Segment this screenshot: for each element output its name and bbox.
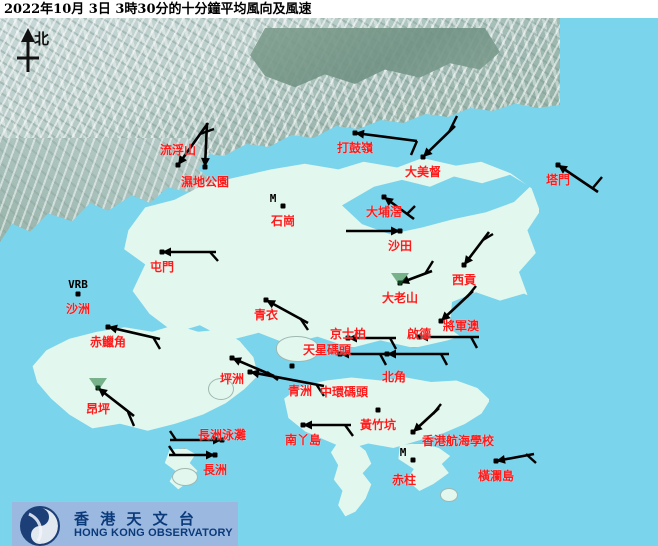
station-label: 大埔滘	[365, 205, 403, 219]
hong-kong-map: 北 打鼓嶺 流浮山濕地公園 M 石崗 大美督大埔滘沙田 塔門西貢 屯門 VRB 沙洲赤鱲角 青衣 大…	[0, 18, 658, 546]
peng-chau-landmass	[208, 378, 234, 400]
station-label: 橫瀾島	[477, 469, 515, 483]
station-label: 大老山	[381, 291, 419, 305]
page-title: 2022年10月 3日 3時30分的十分鐘平均風向及風速	[4, 2, 312, 17]
station-label: 流浮山	[159, 143, 197, 157]
tsing-yi-landmass	[276, 336, 320, 362]
station-dot	[212, 452, 218, 458]
station-dot	[345, 335, 351, 341]
station-label: 將軍澳	[442, 319, 480, 333]
station-dot	[280, 203, 286, 209]
station-label: 赤鱲角	[89, 335, 127, 349]
lamma-island-landmass	[330, 439, 372, 517]
missing-data-indicator: M	[269, 192, 277, 205]
station-label: 青洲	[287, 384, 313, 398]
hko-logo-zh: 香 港 天 文 台	[74, 510, 197, 529]
station-dot	[75, 291, 81, 297]
station-dot	[175, 162, 181, 168]
north-arrow-label: 北	[34, 30, 50, 48]
station-label: 大美督	[404, 165, 442, 179]
station-dot	[159, 249, 165, 255]
station-label: 沙田	[387, 239, 413, 253]
station-label: 昂坪	[85, 402, 111, 416]
hko-logo-icon	[20, 506, 60, 546]
station-label: 石崗	[270, 214, 296, 228]
station-label: 天星碼頭	[302, 343, 352, 357]
station-dot	[555, 162, 561, 168]
station-label: 赤柱	[391, 473, 417, 487]
gale-triangle-icon	[391, 273, 409, 286]
station-dot	[461, 262, 467, 268]
station-label: 打鼓嶺	[336, 141, 374, 155]
missing-data-indicator: M	[399, 446, 407, 459]
station-dot	[381, 194, 387, 200]
station-dot	[438, 318, 444, 324]
station-dot	[229, 355, 235, 361]
station-dot	[493, 458, 499, 464]
variable-wind-indicator: VRB	[68, 278, 88, 291]
station-dot	[420, 154, 426, 160]
station-label: 中環碼頭	[319, 385, 369, 399]
station-dot	[289, 363, 295, 369]
north-arrow: 北	[8, 26, 70, 74]
station-label: 濕地公園	[180, 175, 230, 189]
station-label: 南丫島	[284, 433, 322, 447]
station-dot	[397, 228, 403, 234]
small-island-b	[440, 488, 458, 502]
hko-logo-en: HONG KONG OBSERVATORY	[74, 527, 233, 540]
station-label: 北角	[381, 370, 407, 384]
station-dot	[384, 351, 390, 357]
station-dot	[410, 457, 416, 463]
station-label: 坪洲	[219, 372, 245, 386]
station-label: 屯門	[149, 260, 175, 274]
station-label: 長洲泳灘	[197, 428, 247, 442]
gale-triangle-icon	[89, 378, 107, 391]
station-label: 啟德	[406, 327, 432, 341]
station-dot	[337, 351, 343, 357]
station-label: 香港航海學校	[421, 434, 495, 448]
station-dot	[202, 164, 208, 170]
station-label: 黃竹坑	[359, 418, 397, 432]
station-label: 西貢	[451, 273, 477, 287]
station-dot	[416, 334, 422, 340]
station-label: 青衣	[253, 308, 279, 322]
station-dot	[410, 429, 416, 435]
station-dot	[105, 324, 111, 330]
station-dot	[247, 369, 253, 375]
small-island-a	[172, 468, 198, 486]
station-dot	[219, 437, 225, 443]
station-dot	[263, 297, 269, 303]
station-label: 塔門	[545, 173, 571, 187]
station-label: 長洲	[202, 463, 228, 477]
station-dot	[300, 422, 306, 428]
station-dot	[352, 130, 358, 136]
station-label: 京士柏	[329, 327, 367, 341]
station-dot	[375, 407, 381, 413]
hko-logo: 香 港 天 文 台 HONG KONG OBSERVATORY	[12, 502, 238, 546]
station-label: 沙洲	[65, 302, 91, 316]
